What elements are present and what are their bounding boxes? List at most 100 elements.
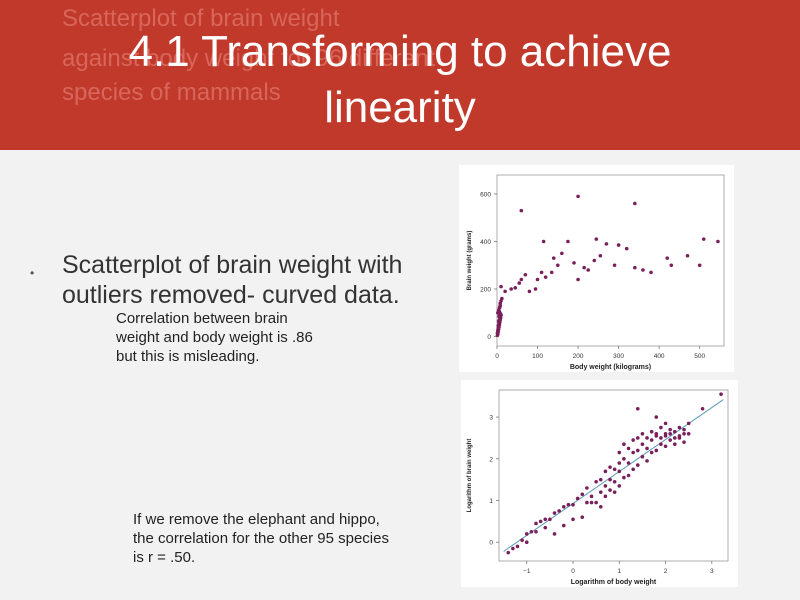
data-point — [608, 488, 612, 492]
data-point — [598, 253, 603, 258]
data-point — [524, 540, 529, 545]
data-point — [631, 467, 635, 472]
data-point — [580, 492, 585, 497]
data-point — [645, 446, 649, 451]
y-tick-label: 0 — [489, 540, 493, 547]
bullet-icon: • — [30, 266, 35, 280]
data-point — [585, 500, 589, 505]
data-point — [543, 525, 548, 530]
y-tick-label: 600 — [480, 192, 491, 199]
data-point — [608, 477, 612, 482]
data-point — [635, 406, 640, 411]
data-point — [640, 431, 645, 436]
data-point — [548, 517, 552, 522]
data-point — [561, 504, 566, 509]
data-point — [617, 484, 622, 488]
data-point — [633, 201, 637, 206]
data-point — [598, 490, 603, 494]
data-point — [571, 517, 575, 522]
data-point — [517, 281, 522, 285]
x-tick-label: 2 — [664, 568, 668, 575]
slide-title: 4.1 Transforming to achieve linearity — [0, 24, 800, 136]
data-point — [677, 434, 682, 438]
data-point — [603, 494, 608, 499]
data-point — [552, 511, 557, 515]
data-point — [641, 268, 645, 272]
chart-raw-scatter: 0 100 200 300 400 500 0 200 400 600 Body weight (k… — [459, 165, 734, 372]
data-point — [654, 448, 659, 453]
data-point — [626, 446, 631, 451]
data-point — [663, 444, 668, 449]
data-point — [617, 461, 622, 465]
data-point — [635, 463, 640, 467]
data-point — [685, 253, 690, 258]
data-point — [622, 442, 626, 447]
data-point — [645, 459, 649, 463]
data-point — [529, 530, 534, 534]
data-point — [626, 461, 631, 465]
x-tick-label: −1 — [523, 568, 531, 575]
data-point — [697, 263, 702, 268]
data-point — [515, 544, 520, 549]
plot-frame — [496, 174, 725, 347]
data-point — [659, 425, 663, 430]
data-point — [576, 277, 580, 282]
data-point — [649, 270, 653, 275]
data-point — [668, 427, 672, 432]
data-point — [551, 256, 556, 260]
title-banner: Scatterplot of brain weight against body… — [0, 0, 800, 150]
x-axis-label: Body weight (kilograms) — [570, 364, 651, 371]
data-point — [561, 523, 566, 528]
data-point — [552, 532, 557, 536]
data-point — [612, 490, 617, 494]
data-point — [513, 286, 518, 290]
data-point — [686, 421, 691, 426]
data-point — [603, 484, 608, 488]
data-point — [631, 450, 635, 455]
data-point — [594, 237, 599, 241]
data-point — [594, 500, 598, 505]
data-point — [538, 519, 543, 524]
x-axis-label: Logarithm of body weight — [571, 579, 657, 586]
data-point — [649, 429, 654, 434]
y-tick-label: 1 — [489, 498, 493, 505]
data-point — [575, 496, 580, 501]
data-point — [622, 475, 626, 480]
data-point — [541, 239, 546, 244]
data-point — [672, 429, 677, 434]
data-point — [543, 275, 548, 279]
data-point — [589, 500, 594, 505]
data-point — [580, 515, 585, 520]
data-point — [626, 473, 631, 478]
data-point — [539, 270, 544, 275]
data-point — [682, 431, 686, 436]
plot-frame — [498, 389, 729, 562]
data-point — [582, 265, 586, 270]
data-point — [527, 289, 532, 294]
data-point — [519, 277, 524, 282]
x-tick-label: 200 — [573, 353, 584, 360]
x-tick-label: 500 — [694, 353, 705, 360]
data-point — [594, 479, 598, 484]
data-point — [682, 427, 686, 432]
ghost-line-2: against body weight for 96 different — [62, 45, 436, 72]
data-point — [511, 546, 515, 551]
data-point — [608, 465, 612, 469]
data-point — [496, 328, 500, 333]
data-point — [534, 521, 538, 526]
x-tick-label: 100 — [532, 353, 543, 360]
chart-svg: 0 100 200 300 400 500 0 200 400 600 Body weight (k… — [467, 174, 725, 371]
data-point — [496, 324, 501, 328]
data-point — [665, 256, 670, 260]
x-tick-label: 300 — [613, 353, 624, 360]
slide-title-line-1: 4.1 Transforming to achieve — [128, 27, 672, 76]
data-point — [645, 436, 649, 440]
data-point — [499, 284, 503, 289]
x-tick-label: 400 — [654, 353, 665, 360]
data-point — [586, 268, 591, 272]
data-point — [668, 431, 672, 436]
data-point — [496, 319, 501, 323]
data-point — [506, 550, 511, 555]
data-point — [566, 239, 570, 244]
data-point — [617, 469, 622, 474]
